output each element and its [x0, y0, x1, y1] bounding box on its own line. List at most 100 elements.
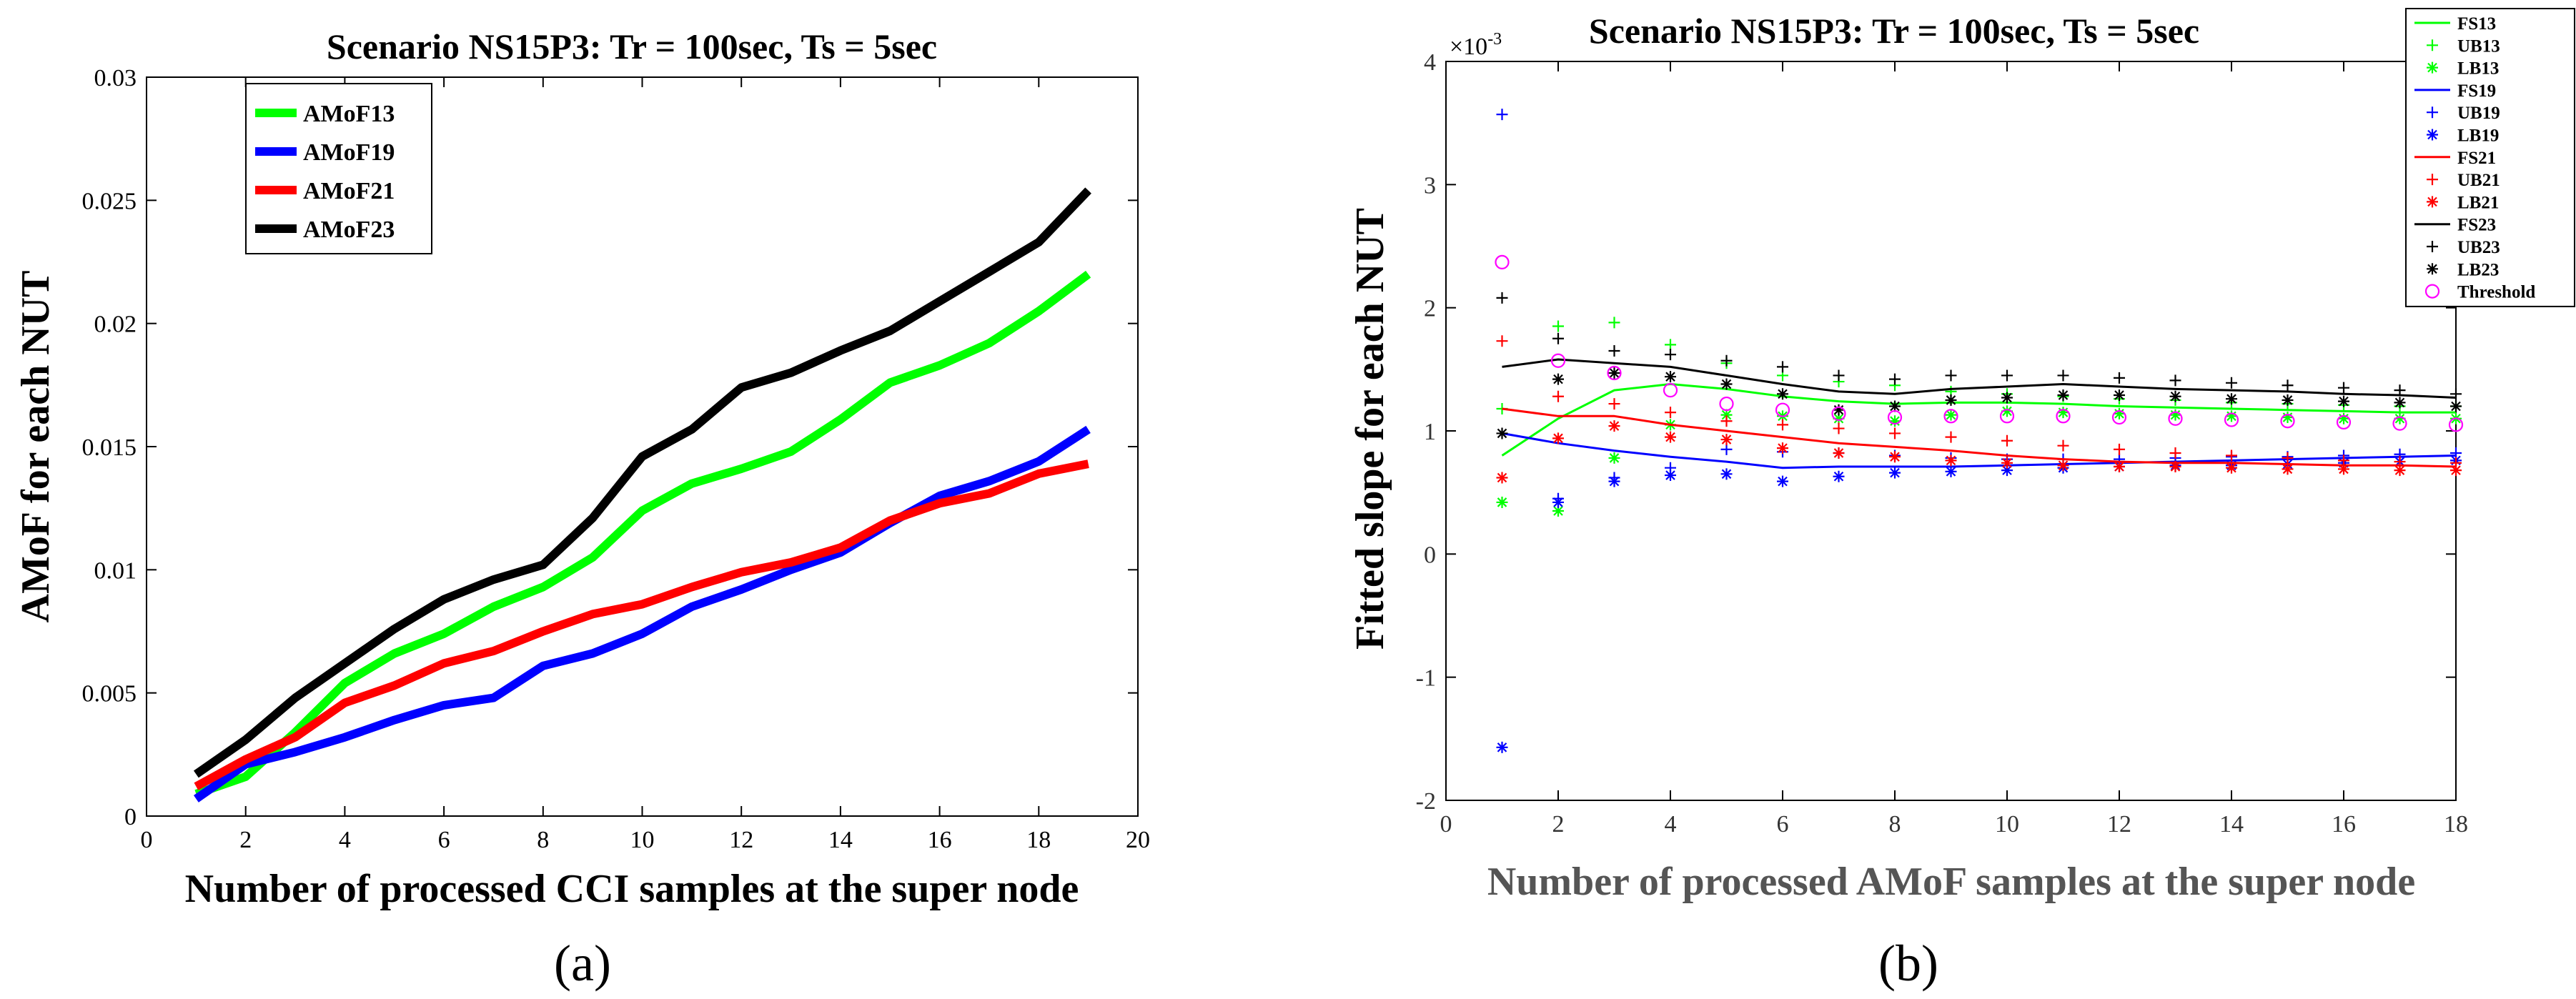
- point-lb13: [1720, 409, 1733, 421]
- chart-a-xtick-label: 18: [1026, 827, 1051, 853]
- legend-label-lb13: LB13: [2457, 59, 2499, 79]
- point-threshold: [2280, 414, 2295, 429]
- series-line-fs13: [1501, 383, 2456, 457]
- point-lb23: [1665, 371, 1676, 383]
- chart-b-xtick-label: 6: [1777, 811, 1789, 838]
- point-lb21: [1777, 442, 1788, 454]
- point-lb21: [1833, 447, 1845, 459]
- point-lb13: [1945, 409, 1957, 421]
- chart-b-plot-area: [1445, 61, 2457, 801]
- series-line-fs19: [1502, 432, 2457, 469]
- point-ub21: [2226, 449, 2237, 462]
- chart-b-xtick-label: 14: [2219, 811, 2244, 838]
- chart-b-xtick-label: 8: [1889, 811, 1901, 838]
- chart-b-title: Scenario NS15P3: Tr = 100sec, Ts = 5sec: [1589, 11, 2199, 51]
- chart-a-xtick-label: 14: [828, 827, 853, 853]
- point-ub23: [1665, 349, 1676, 361]
- point-lb23: [1777, 388, 1788, 400]
- point-lb23: [1720, 378, 1733, 390]
- chart-a-ytick-label: 0: [124, 804, 137, 830]
- chart-a-xtick-label: 12: [729, 827, 753, 853]
- point-ub21: [1496, 335, 1508, 347]
- chart-b-ytick-label: 1: [1424, 419, 1436, 445]
- point-lb21: [2226, 462, 2237, 474]
- point-lb13: [2114, 407, 2125, 419]
- point-lb19: [1889, 467, 1901, 479]
- chart-b-xtick-label: 12: [2107, 811, 2131, 838]
- point-ub23: [1720, 354, 1733, 367]
- chart-b-y-multiplier-base: ×10: [1450, 34, 1487, 60]
- point-ub23: [2001, 369, 2013, 382]
- chart-a-xtick-label: 0: [141, 827, 153, 853]
- legend-swatch-lb13: [2427, 61, 2438, 74]
- point-lb13: [1552, 505, 1564, 517]
- point-ub23: [2114, 372, 2125, 384]
- chart-b-ylabel: Fitted slope for each NUT: [1348, 208, 1392, 650]
- point-lb21: [2394, 464, 2406, 477]
- series-line-amof21: [194, 459, 1089, 790]
- point-ub21: [1777, 419, 1788, 431]
- legend-swatch-threshold: [2424, 284, 2440, 299]
- point-lb21: [1889, 451, 1901, 463]
- point-threshold: [1495, 254, 1510, 270]
- legend-swatch-lb23: [2427, 263, 2438, 275]
- chart-b-xtick-label: 2: [1552, 811, 1565, 838]
- series-line-amof13: [194, 270, 1091, 798]
- point-ub13: [1665, 339, 1676, 351]
- chart-a-ytick-label: 0.015: [82, 434, 137, 461]
- chart-a-ticks: 0 2 4 6 8 10 12 14 16 18 20 0 0.005 0.01 0.015 0.02 0.02…: [82, 65, 1151, 853]
- chart-a-ytick-label: 0.01: [94, 557, 137, 584]
- chart-b-ytick-label: -2: [1416, 788, 1436, 815]
- point-lb21: [2338, 463, 2349, 475]
- point-ub21: [1889, 427, 1901, 439]
- point-lb19: [2001, 464, 2013, 477]
- legend-label-fs23: FS23: [2457, 216, 2496, 235]
- legend-swatch-lb19: [2427, 129, 2438, 141]
- point-threshold: [1719, 396, 1734, 412]
- chart-b-ytick-label: 3: [1424, 172, 1436, 199]
- point-ub21: [1665, 407, 1676, 419]
- chart-a-xtick-label: 16: [928, 827, 952, 853]
- point-ub23: [1777, 361, 1788, 373]
- point-lb13: [2169, 409, 2181, 421]
- chart-a-ytick-label: 0.005: [82, 681, 137, 707]
- point-lb13: [2226, 410, 2237, 422]
- point-lb21: [1720, 434, 1733, 446]
- chart-a-ytick-label: 0.02: [94, 312, 137, 338]
- chart-b-xlabel: Number of processed AMoF samples at the …: [1487, 860, 2415, 904]
- chart-a-title: Scenario NS15P3: Tr = 100sec, Ts = 5sec: [327, 26, 937, 66]
- legend-swatch-ub13: [2427, 39, 2438, 51]
- point-lb13: [2057, 407, 2069, 419]
- chart-b-xtick-label: 0: [1440, 811, 1452, 838]
- chart-a-ytick-label: 0.03: [94, 65, 137, 91]
- point-lb23: [2169, 390, 2181, 402]
- point-lb23: [2282, 394, 2294, 406]
- legend-swatch-ub19: [2427, 106, 2438, 119]
- point-lb19: [1777, 475, 1788, 487]
- point-threshold: [1775, 402, 1790, 417]
- point-lb21: [2450, 464, 2462, 477]
- chart-a-xtick-label: 6: [438, 827, 450, 853]
- point-ub23: [1945, 369, 1957, 382]
- point-ub21: [2001, 434, 2013, 447]
- point-threshold: [1887, 409, 1903, 425]
- point-threshold: [2448, 417, 2464, 432]
- point-lb19: [1665, 469, 1676, 482]
- series-line-amof23: [193, 187, 1091, 778]
- point-lb21: [1496, 472, 1508, 484]
- point-lb21: [2282, 463, 2294, 475]
- point-lb19: [1720, 468, 1733, 480]
- legend-label-amof23: AMoF23: [303, 217, 395, 243]
- chart-b-y-multiplier-exp: -3: [1487, 30, 1502, 49]
- point-ub23: [2169, 374, 2181, 387]
- point-lb21: [1552, 432, 1564, 444]
- legend-label-fs21: FS21: [2457, 149, 2496, 168]
- point-ub21: [2282, 452, 2294, 464]
- point-threshold: [1550, 353, 1566, 368]
- point-lb13: [2338, 412, 2349, 424]
- point-threshold: [2392, 416, 2407, 431]
- point-lb13: [2282, 412, 2294, 424]
- point-lb23: [2001, 392, 2013, 404]
- point-threshold: [2224, 412, 2239, 427]
